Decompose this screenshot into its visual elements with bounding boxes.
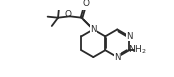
Text: O: O [65, 10, 72, 19]
Text: N: N [114, 53, 121, 62]
Text: N: N [126, 32, 132, 41]
Text: NH$_2$: NH$_2$ [128, 44, 146, 56]
Text: N: N [90, 25, 97, 34]
Text: O: O [82, 0, 89, 8]
